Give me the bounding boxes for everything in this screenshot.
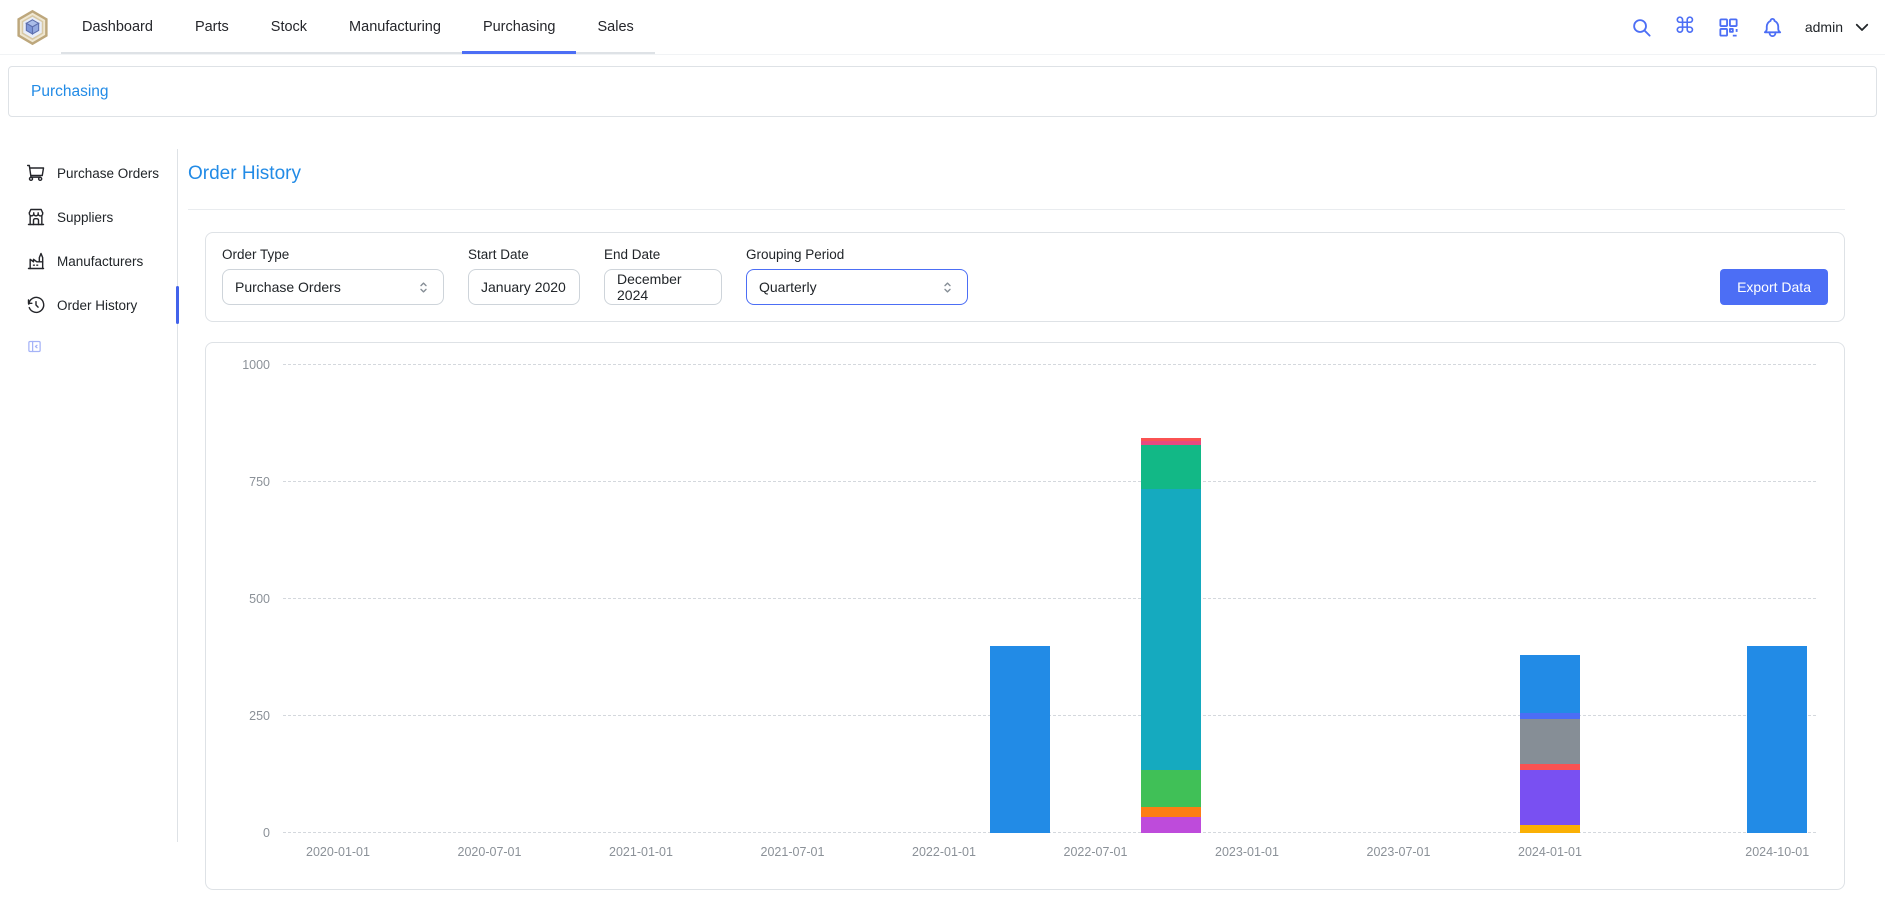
- order-type-select[interactable]: Purchase Orders: [222, 269, 444, 305]
- stacked-bar[interactable]: [1747, 646, 1807, 833]
- navbar-actions: ⌘ admin: [1630, 0, 1871, 54]
- order-history-chart: 0 250 500 750 1000 2020-01-01 2020-07-01 2021-…: [205, 342, 1845, 890]
- selector-chevrons-icon: [416, 280, 431, 295]
- chart-plot: [283, 365, 1816, 833]
- start-date-field: Start Date January 2020: [468, 247, 580, 305]
- inventree-logo-icon: [14, 9, 51, 46]
- x-tick-label: 2021-07-01: [733, 845, 853, 859]
- command-icon[interactable]: ⌘: [1674, 16, 1696, 38]
- y-tick-label: 750: [206, 475, 270, 489]
- bar-segment: [1141, 807, 1201, 816]
- grouping-period-select[interactable]: Quarterly: [746, 269, 968, 305]
- sidebar-collapse-icon[interactable]: [27, 339, 42, 354]
- username-label: admin: [1805, 19, 1843, 35]
- y-tick-label: 1000: [206, 358, 270, 372]
- grouping-period-field: Grouping Period Quarterly: [746, 247, 968, 305]
- shopping-cart-icon: [26, 163, 46, 183]
- gridline: [283, 598, 1816, 599]
- tab-manufacturing[interactable]: Manufacturing: [328, 0, 462, 54]
- end-date-label: End Date: [604, 247, 722, 262]
- top-navbar: Dashboard Parts Stock Manufacturing Purc…: [0, 0, 1885, 55]
- building-factory-icon: [26, 251, 46, 271]
- x-tick-label: 2021-01-01: [581, 845, 701, 859]
- start-date-input[interactable]: January 2020: [468, 269, 580, 305]
- y-tick-label: 250: [206, 709, 270, 723]
- bar-segment: [990, 646, 1050, 833]
- x-tick-label: 2023-01-01: [1187, 845, 1307, 859]
- search-icon[interactable]: [1630, 16, 1653, 39]
- stacked-bar[interactable]: [1141, 438, 1201, 833]
- selector-chevrons-icon: [940, 280, 955, 295]
- end-date-value: December 2024: [617, 271, 709, 303]
- order-type-value: Purchase Orders: [235, 279, 341, 295]
- export-data-button[interactable]: Export Data: [1720, 269, 1828, 305]
- building-store-icon: [26, 207, 46, 227]
- history-icon: [26, 295, 46, 315]
- qr-scan-icon[interactable]: [1717, 16, 1740, 39]
- bell-icon[interactable]: [1761, 16, 1784, 39]
- bar-segment: [1141, 445, 1201, 489]
- sidebar-item-label: Suppliers: [57, 210, 113, 225]
- active-indicator: [176, 286, 179, 324]
- tab-parts[interactable]: Parts: [174, 0, 250, 54]
- end-date-input[interactable]: December 2024: [604, 269, 722, 305]
- chevron-down-icon: [1853, 18, 1871, 36]
- x-tick-label: 2023-07-01: [1339, 845, 1459, 859]
- start-date-value: January 2020: [481, 279, 566, 295]
- app-logo[interactable]: [14, 0, 51, 54]
- x-tick-label: 2024-01-01: [1490, 845, 1610, 859]
- y-tick-label: 500: [206, 592, 270, 606]
- title-divider: [188, 209, 1845, 210]
- y-tick-label: 0: [206, 826, 270, 840]
- breadcrumb[interactable]: Purchasing: [31, 83, 109, 101]
- chart-x-axis: 2020-01-012020-07-012021-01-012021-07-01…: [283, 845, 1816, 865]
- sidebar-item-label: Purchase Orders: [57, 166, 159, 181]
- stacked-bar[interactable]: [1520, 655, 1580, 833]
- grouping-period-value: Quarterly: [759, 279, 817, 295]
- bar-segment: [1141, 817, 1201, 833]
- order-type-field: Order Type Purchase Orders: [222, 247, 444, 305]
- stacked-bar[interactable]: [990, 646, 1050, 833]
- sidebar-item-suppliers[interactable]: Suppliers: [0, 195, 177, 239]
- user-menu[interactable]: admin: [1805, 18, 1871, 36]
- chart-y-axis: 02505007501000: [206, 365, 270, 833]
- sidebar-item-label: Order History: [57, 298, 137, 313]
- sidebar-item-purchase-orders[interactable]: Purchase Orders: [0, 151, 177, 195]
- gridline: [283, 364, 1816, 365]
- x-tick-label: 2024-10-01: [1717, 845, 1837, 859]
- bar-segment: [1141, 770, 1201, 807]
- bar-segment: [1520, 655, 1580, 713]
- sidebar-item-order-history[interactable]: Order History: [0, 283, 177, 327]
- tab-dashboard[interactable]: Dashboard: [61, 0, 174, 54]
- main-nav-tabs: Dashboard Parts Stock Manufacturing Purc…: [61, 0, 655, 54]
- page-title: Order History: [188, 163, 1845, 185]
- sidebar: Purchase Orders Suppliers: [0, 149, 178, 842]
- grouping-period-label: Grouping Period: [746, 247, 968, 262]
- tab-sales[interactable]: Sales: [576, 0, 654, 54]
- bar-segment: [1520, 770, 1580, 825]
- content-area: Purchase Orders Suppliers: [0, 149, 1885, 842]
- breadcrumb-bar: Purchasing: [8, 66, 1877, 117]
- navbar-spacer: [655, 0, 1630, 54]
- order-type-label: Order Type: [222, 247, 444, 262]
- x-tick-label: 2022-07-01: [1036, 845, 1156, 859]
- tab-stock[interactable]: Stock: [250, 0, 328, 54]
- end-date-field: End Date December 2024: [604, 247, 722, 305]
- main-panel: Order History Order Type Purchase Orders…: [178, 149, 1885, 842]
- bar-segment: [1520, 825, 1580, 833]
- x-tick-label: 2020-07-01: [430, 845, 550, 859]
- bar-segment: [1141, 489, 1201, 770]
- gridline: [283, 481, 1816, 482]
- sidebar-item-manufacturers[interactable]: Manufacturers: [0, 239, 177, 283]
- x-tick-label: 2022-01-01: [884, 845, 1004, 859]
- start-date-label: Start Date: [468, 247, 580, 262]
- filter-card: Order Type Purchase Orders Start Date Ja…: [205, 232, 1845, 322]
- bar-segment: [1747, 646, 1807, 833]
- bar-segment: [1520, 719, 1580, 764]
- x-tick-label: 2020-01-01: [278, 845, 398, 859]
- tab-purchasing[interactable]: Purchasing: [462, 0, 577, 54]
- sidebar-item-label: Manufacturers: [57, 254, 143, 269]
